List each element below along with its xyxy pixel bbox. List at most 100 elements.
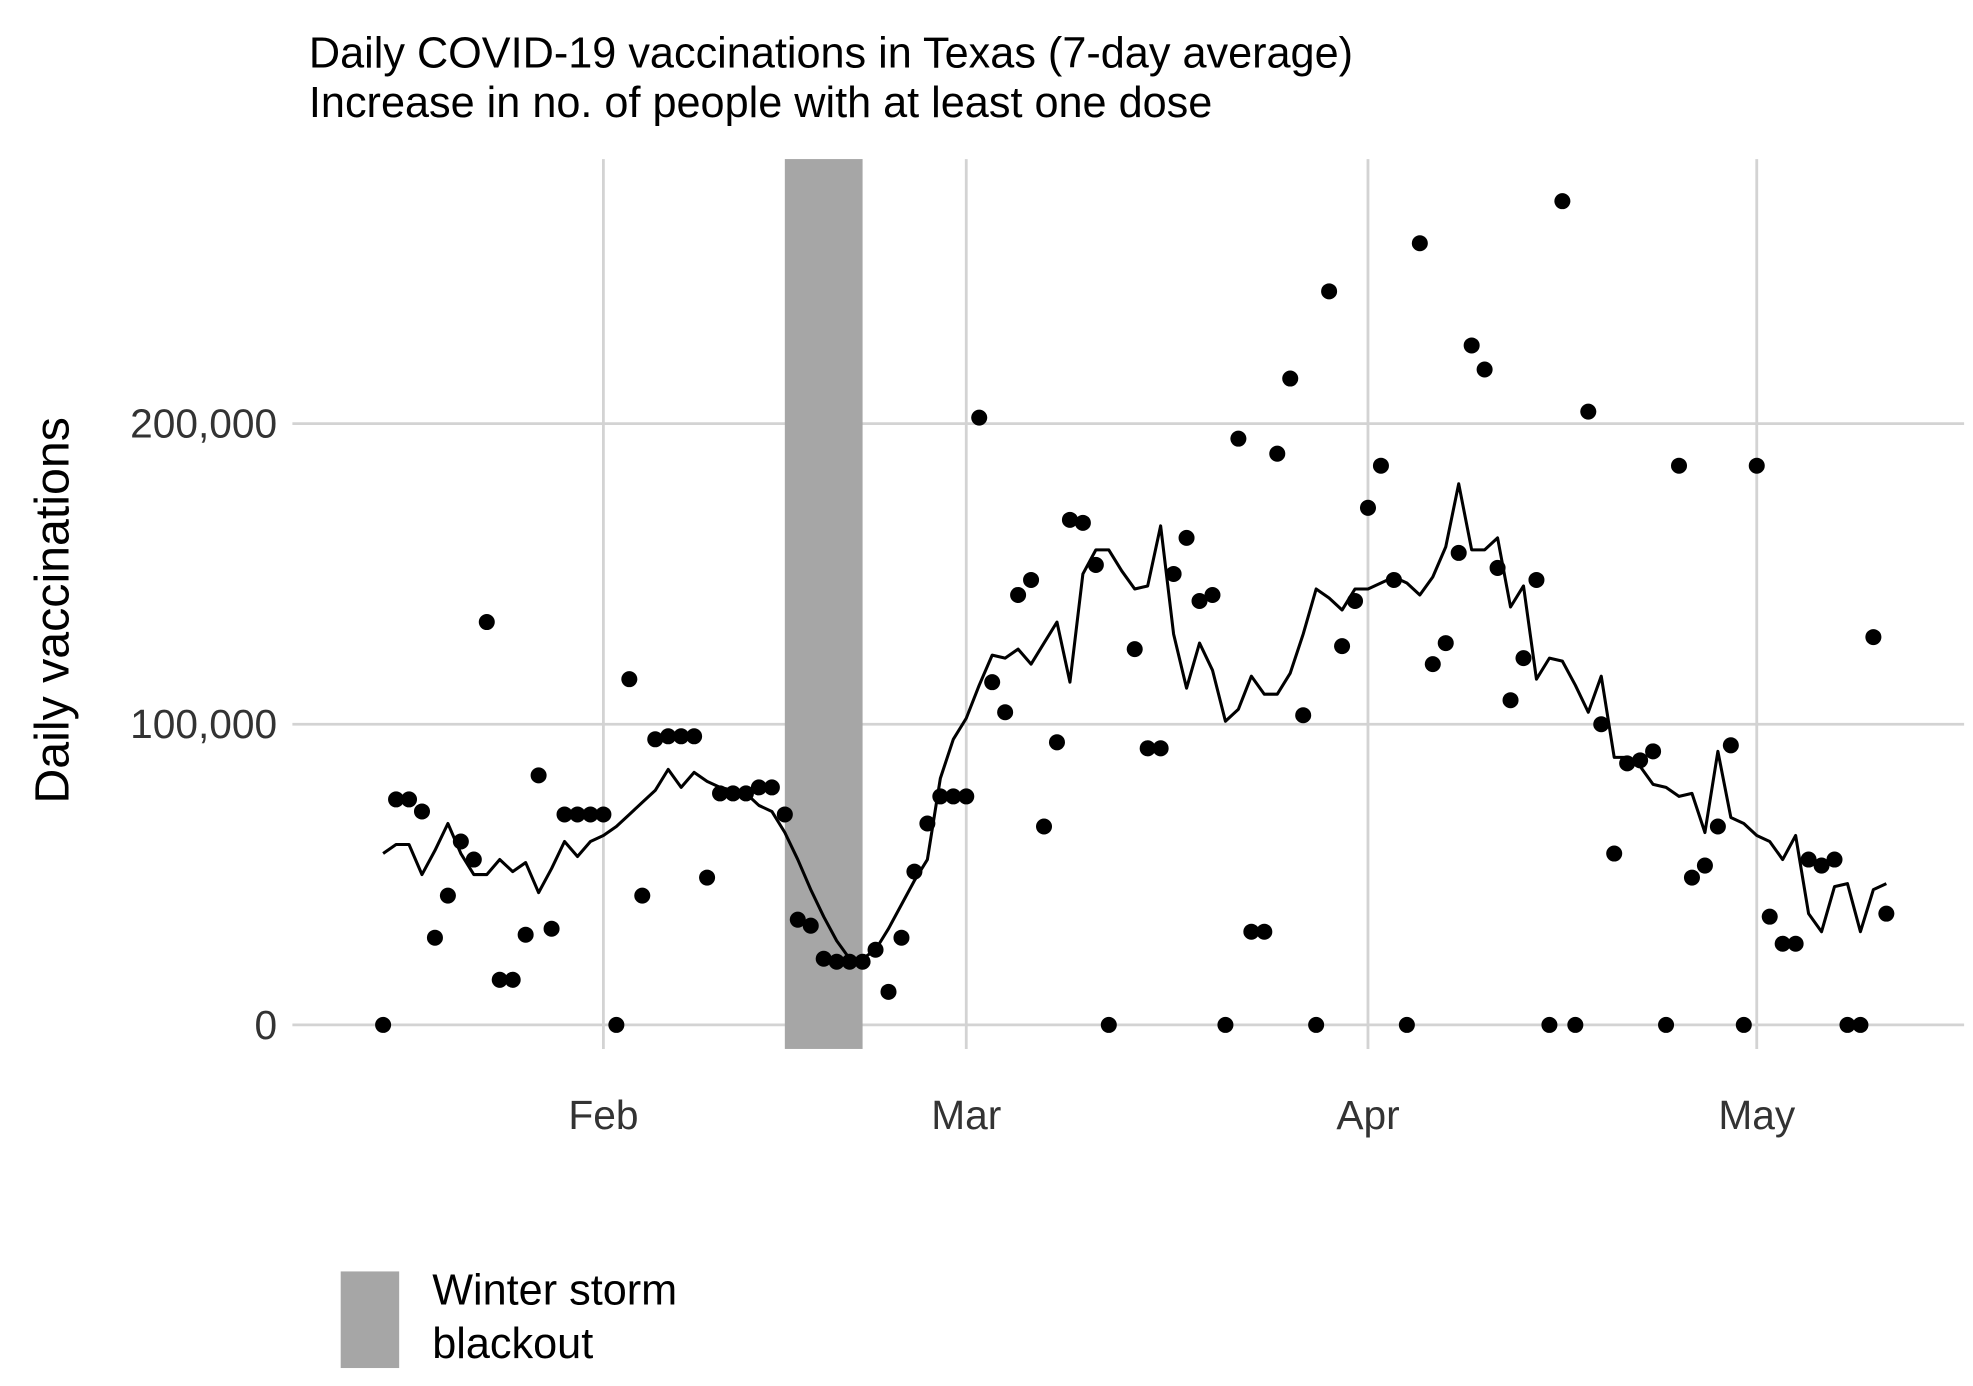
data-point — [1606, 845, 1623, 862]
x-tick-label: May — [1718, 1092, 1795, 1138]
data-point — [1722, 737, 1739, 754]
data-point — [634, 887, 651, 904]
data-point — [1437, 635, 1454, 652]
data-point — [1359, 499, 1376, 516]
data-point — [1217, 1016, 1234, 1033]
data-point — [919, 815, 936, 832]
data-point — [660, 728, 677, 745]
data-point — [621, 671, 638, 688]
data-point — [1645, 743, 1662, 760]
data-point — [932, 788, 949, 805]
data-point — [1295, 707, 1312, 724]
data-point — [1774, 935, 1791, 952]
data-point — [699, 869, 716, 886]
marks — [375, 159, 1895, 1049]
data-point — [1463, 337, 1480, 354]
legend-label: Winter storm blackout — [432, 1266, 678, 1369]
data-point — [958, 788, 975, 805]
data-point — [569, 806, 586, 823]
data-point — [1632, 752, 1649, 769]
x-tick-label: Mar — [931, 1092, 1001, 1138]
data-point — [1826, 851, 1843, 868]
data-point — [1658, 1016, 1675, 1033]
data-point — [1683, 869, 1700, 886]
data-point — [478, 614, 495, 631]
data-point — [1282, 370, 1299, 387]
data-point — [893, 929, 910, 946]
data-point — [491, 971, 508, 988]
data-point — [997, 704, 1014, 721]
y-axis-title: Daily vaccinations — [26, 417, 80, 804]
data-point — [1450, 544, 1467, 561]
data-point — [867, 941, 884, 958]
data-point — [724, 785, 742, 802]
data-point — [1023, 571, 1040, 588]
data-point — [1852, 1016, 1869, 1033]
data-point — [465, 851, 482, 868]
data-point — [1670, 457, 1688, 474]
data-point — [1761, 908, 1778, 925]
data-point — [1178, 529, 1195, 546]
data-point — [673, 728, 690, 745]
data-point — [1269, 445, 1286, 462]
data-point — [1878, 905, 1895, 922]
data-point — [388, 791, 405, 808]
data-point — [504, 971, 521, 988]
data-point — [815, 950, 832, 967]
data-point — [426, 929, 443, 946]
data-point — [1036, 818, 1053, 835]
data-point — [854, 953, 871, 970]
data-point — [737, 785, 754, 802]
data-point — [1048, 734, 1065, 751]
legend-key — [340, 1271, 400, 1369]
x-tick-label: Apr — [1336, 1092, 1399, 1138]
data-point — [789, 911, 806, 928]
data-point — [452, 833, 469, 850]
data-point — [984, 674, 1001, 691]
data-point — [945, 788, 962, 805]
data-point — [763, 779, 780, 796]
data-point — [1787, 935, 1804, 952]
data-point — [841, 953, 858, 970]
data-point — [686, 728, 703, 745]
data-point — [1230, 430, 1247, 447]
data-point — [1593, 716, 1610, 733]
data-point — [1580, 403, 1597, 420]
data-point — [1839, 1016, 1856, 1033]
data-point — [1334, 638, 1351, 655]
chart-title: Daily COVID-19 vaccinations in Texas (7-… — [309, 30, 1353, 78]
data-point — [1696, 857, 1713, 874]
data-point — [1411, 235, 1428, 252]
y-tick-label: 100,000 — [130, 701, 277, 747]
data-point — [1061, 511, 1078, 528]
data-point — [1074, 514, 1091, 531]
data-point — [1424, 656, 1441, 673]
data-point — [1308, 1016, 1325, 1033]
data-point — [1243, 923, 1260, 940]
data-point — [1398, 1016, 1415, 1033]
data-point — [1502, 692, 1519, 709]
data-point — [1515, 650, 1532, 667]
data-point — [828, 953, 845, 970]
data-point — [1100, 1016, 1117, 1033]
average-line — [382, 482, 1887, 961]
data-point — [1567, 1016, 1584, 1033]
data-point — [1554, 193, 1571, 210]
data-point — [375, 1016, 392, 1033]
data-point — [543, 920, 560, 937]
data-point — [582, 806, 599, 823]
data-point — [401, 791, 418, 808]
data-point — [1165, 565, 1182, 582]
data-point — [1256, 923, 1273, 940]
data-point — [1385, 571, 1402, 588]
data-point — [802, 917, 819, 934]
tick-labels: 0 100,000 200,000 Feb Mar Apr May — [130, 401, 1796, 1138]
data-point — [1191, 592, 1208, 610]
data-point — [971, 409, 988, 426]
data-point — [1476, 361, 1493, 378]
data-point — [1139, 740, 1156, 757]
data-point — [1489, 559, 1506, 576]
blackout-band — [784, 159, 863, 1049]
data-point — [608, 1016, 625, 1033]
